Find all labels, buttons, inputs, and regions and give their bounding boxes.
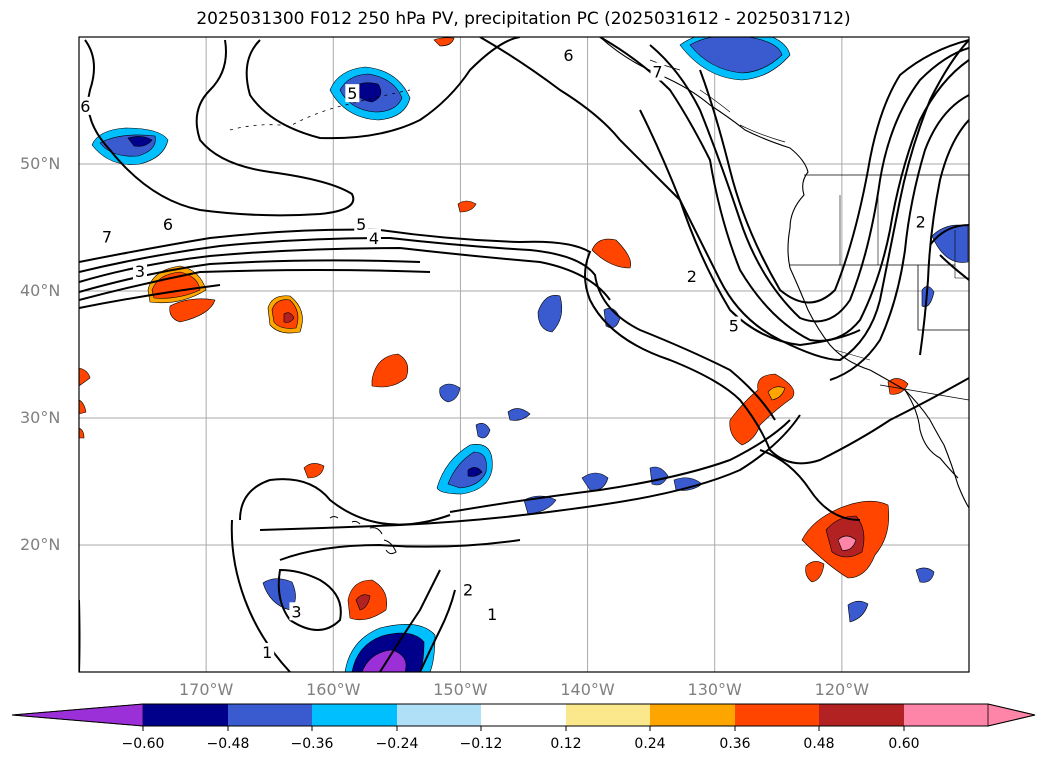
longitude-label: 130°W <box>687 680 742 699</box>
contour-label: 5 <box>356 215 366 234</box>
colorbar-tick-label: 0.36 <box>719 736 751 752</box>
contour-label-background <box>161 214 175 233</box>
contour-label-background <box>99 227 114 246</box>
colorbar-bin <box>566 704 650 726</box>
latitude-label: 40°N <box>20 281 61 300</box>
longitude-label: 150°W <box>433 680 488 699</box>
negative-precip-area <box>91 127 169 165</box>
contour-label-background <box>684 267 699 286</box>
contour-label-background <box>913 212 928 231</box>
positive-precip-area <box>79 427 85 439</box>
latitude-label: 50°N <box>20 154 61 173</box>
contour-label: 6 <box>563 46 573 65</box>
contour-label-background <box>461 580 476 599</box>
colorbar-bin <box>143 704 228 726</box>
longitude-label: 120°W <box>814 680 870 699</box>
contour-label-background <box>133 261 148 280</box>
contour-label: 4 <box>369 229 379 248</box>
political-borders <box>790 174 969 401</box>
contour-label: 7 <box>652 63 662 82</box>
contour-label-background <box>354 214 369 233</box>
positive-precip-area <box>433 37 455 47</box>
coastlines <box>229 37 969 509</box>
positive-precip-area <box>801 500 889 583</box>
colorbar-extend-high <box>987 703 1036 727</box>
contour-label-background <box>726 316 741 335</box>
negative-precip-area <box>475 423 491 439</box>
latitude-label: 20°N <box>20 535 61 554</box>
contour-label-background <box>260 642 275 661</box>
contour-label: 6 <box>80 97 90 116</box>
contour-label: 1 <box>487 605 497 624</box>
colorbar-extend-low <box>11 703 144 727</box>
colorbar-bin <box>735 704 819 726</box>
colorbar-tick-label: 0.60 <box>888 736 920 752</box>
contour-label-background <box>650 62 665 81</box>
colorbar-bin <box>904 704 988 726</box>
colorbar-tick-label: −0.36 <box>290 736 334 752</box>
colorbar-bin <box>650 704 735 726</box>
colorbar-tick-label: 0.24 <box>634 736 666 752</box>
negative-precip-area <box>507 408 531 421</box>
contour-label: 3 <box>135 262 145 281</box>
negative-precip-area <box>679 37 791 81</box>
contour-label: 1 <box>262 643 272 662</box>
positive-precip-area <box>79 367 91 387</box>
colorbar-bin <box>228 704 312 726</box>
positive-precip-area <box>371 353 409 388</box>
figure-title: 2025031300 F012 250 hPa PV, precipitatio… <box>196 9 851 29</box>
contour-label-background <box>485 604 500 623</box>
hawaiian-islands <box>329 516 397 555</box>
map-background <box>79 37 969 672</box>
contour-label-background <box>561 46 576 65</box>
colorbar-tick-label: 0.48 <box>803 736 835 752</box>
contour-label: 2 <box>916 212 926 231</box>
colorbar-tick-label: −0.48 <box>206 736 250 752</box>
longitude-label: 170°W <box>178 680 234 699</box>
positive-precip-area <box>303 463 325 479</box>
contour-label: 6 <box>163 215 173 234</box>
latitude-label: 30°N <box>20 408 61 427</box>
contour-label: 2 <box>687 267 697 286</box>
colorbar-bin <box>481 704 566 726</box>
colorbar-tick-label: −0.24 <box>375 736 419 752</box>
positive-precip-area <box>591 238 631 269</box>
colorbar-tick-label: −0.12 <box>459 736 503 752</box>
colorbar-tick-label: −0.60 <box>121 736 165 752</box>
colorbar-tick-label: 0.12 <box>550 736 582 752</box>
positive-precip-area <box>729 373 795 446</box>
negative-precip-area <box>436 443 493 495</box>
colorbar-bin <box>819 704 904 726</box>
longitude-label: 140°W <box>560 680 615 699</box>
positive-precip-area <box>267 295 303 334</box>
negative-precip-area <box>439 383 461 403</box>
negative-precip-area <box>344 623 436 672</box>
pv-contours <box>79 37 969 672</box>
contour-label-background <box>289 602 304 621</box>
contour-label: 2 <box>463 581 473 600</box>
positive-precip-area <box>347 579 387 621</box>
contour-label: 3 <box>291 602 301 621</box>
colorbar <box>11 703 1036 731</box>
positive-precip-area <box>457 200 477 213</box>
contour-label-background <box>366 228 381 247</box>
contour-label: 5 <box>347 84 357 103</box>
map-frame <box>78 36 970 673</box>
negative-precip-area <box>915 567 935 583</box>
negative-precip-area <box>537 295 563 333</box>
colorbar-bin <box>397 704 481 726</box>
contour-label: 7 <box>102 228 112 247</box>
contour-label-background <box>345 84 360 103</box>
contour-label-background <box>79 96 93 115</box>
colorbar-bin <box>312 704 397 726</box>
contour-label: 5 <box>729 317 739 336</box>
positive-precip-area <box>79 399 87 415</box>
negative-precip-area <box>847 600 869 623</box>
longitude-label: 160°W <box>306 680 361 699</box>
precip-blobs <box>79 37 969 672</box>
